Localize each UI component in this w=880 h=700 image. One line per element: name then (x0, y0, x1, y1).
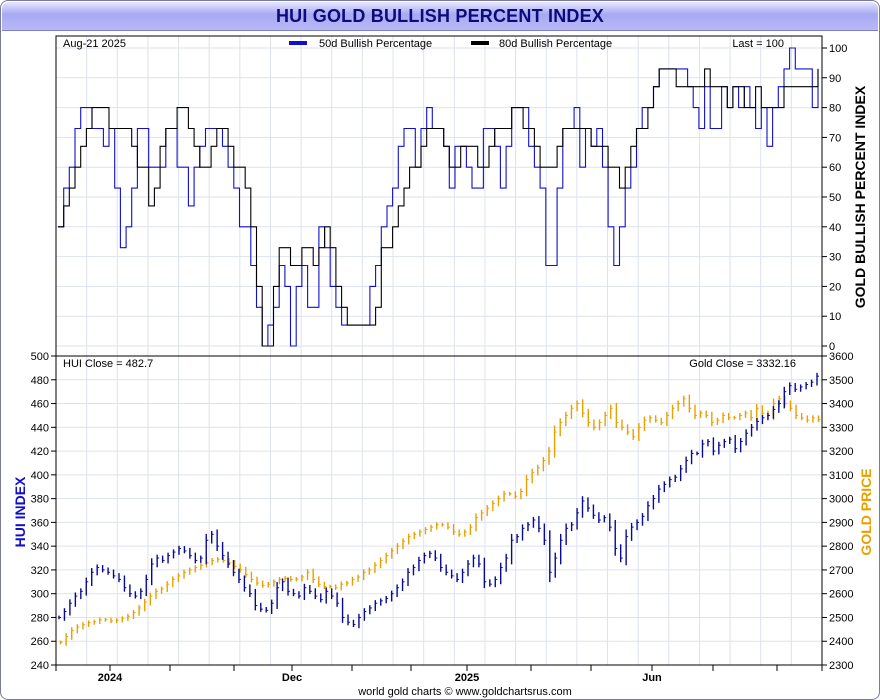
bullish-y-tick-label: 30 (829, 252, 841, 264)
gold-y-tick-label: 2600 (829, 589, 853, 601)
gold-y-tick-label: 3600 (829, 351, 853, 363)
hui-y-tick-label: 300 (31, 589, 49, 601)
bullish-y-tick-label: 50 (829, 192, 841, 204)
bullish-percent-axis-label: GOLD BULLISH PERCENT INDEX (852, 85, 868, 308)
bullish-y-tick-label: 20 (829, 281, 841, 293)
gold-axis-label: GOLD PRICE (858, 468, 874, 555)
bullish-y-tick-label: 100 (829, 43, 847, 55)
title-bar: HUI GOLD BULLISH PERCENT INDEX (2, 2, 878, 31)
hui-index-series (58, 372, 819, 629)
top-panel-border (55, 35, 823, 357)
gold-y-tick-label: 2500 (829, 612, 853, 624)
gold-price-series (59, 394, 821, 646)
top-panel-gridlines (56, 36, 822, 356)
gold-y-tick-label: 3100 (829, 470, 853, 482)
gold-y-tick-label: 2900 (829, 517, 853, 529)
bullish-y-tick-label: 40 (829, 222, 841, 234)
bottom-panel-gridlines (56, 355, 822, 666)
axis-ticks: 0 10 20 30 40 50 60 70 80 90 100 240 260 280 300 320 340… (31, 43, 854, 684)
x-tick-label: 2024 (98, 672, 123, 684)
hui-y-tick-label: 280 (31, 612, 49, 624)
hui-y-tick-label: 320 (31, 565, 49, 577)
hui-y-tick-label: 240 (31, 660, 49, 672)
bottom-panel-border (55, 355, 823, 666)
bullish-y-tick-label: 80 (829, 103, 841, 115)
hui-y-tick-label: 440 (31, 422, 49, 434)
hui-y-tick-label: 380 (31, 494, 49, 506)
footer-credit: world gold charts © www.goldchartsrus.co… (357, 686, 572, 698)
top-panel-series (58, 47, 819, 347)
legend-label-50d: 50d Bullish Percentage (319, 38, 432, 50)
gold-y-tick-label: 3400 (829, 399, 853, 411)
bullish-y-tick-label: 70 (829, 132, 841, 144)
legend-swatch-80d (471, 41, 489, 45)
hui-y-tick-label: 260 (31, 636, 49, 648)
x-tick-label: Dec (282, 672, 302, 684)
chart-title: HUI GOLD BULLISH PERCENT INDEX (275, 6, 604, 26)
legend-swatch-50d (289, 41, 307, 45)
gold-y-tick-label: 2300 (829, 660, 853, 672)
gold-y-tick-label: 3000 (829, 494, 853, 506)
x-tick-label: 2025 (455, 672, 479, 684)
hui-y-tick-label: 400 (31, 470, 49, 482)
hui-y-tick-label: 460 (31, 399, 49, 411)
hui-y-tick-label: 500 (31, 351, 49, 363)
gold-y-tick-label: 2800 (829, 541, 853, 553)
hui-axis-label: HUI INDEX (12, 476, 28, 547)
gold-close-label: Gold Close = 3332.16 (689, 358, 796, 370)
gold-y-tick-label: 3500 (829, 375, 853, 387)
date-label: Aug-21 2025 (63, 38, 126, 50)
x-tick-label: Jun (642, 672, 662, 684)
gold-y-tick-label: 2400 (829, 636, 853, 648)
gold-y-tick-label: 3300 (829, 422, 853, 434)
hui-y-tick-label: 480 (31, 375, 49, 387)
bullish-y-tick-label: 0 (829, 341, 835, 353)
hui-y-tick-label: 340 (31, 541, 49, 553)
last-value-label: Last = 100 (732, 38, 784, 50)
gold-y-tick-label: 2700 (829, 565, 853, 577)
bullish-y-tick-label: 10 (829, 311, 841, 323)
hui-y-tick-label: 420 (31, 446, 49, 458)
series-80d-line (58, 68, 819, 347)
hui-close-label: HUI Close = 482.7 (63, 358, 153, 370)
hui-y-tick-label: 360 (31, 517, 49, 529)
bullish-y-tick-label: 90 (829, 73, 841, 85)
legend-label-80d: 80d Bullish Percentage (499, 38, 612, 50)
bottom-panel-series (58, 372, 821, 646)
gold-y-tick-label: 3200 (829, 446, 853, 458)
bullish-y-tick-label: 60 (829, 162, 841, 174)
